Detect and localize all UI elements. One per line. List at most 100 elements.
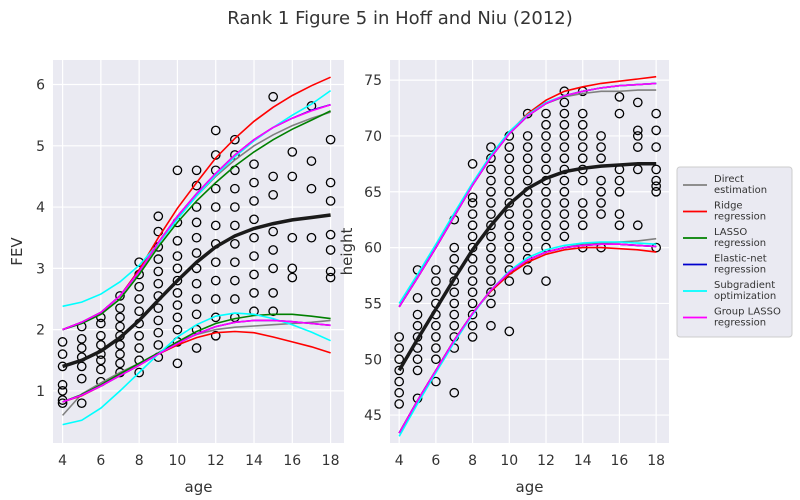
- data-point: [541, 164, 551, 175]
- data-point: [467, 192, 478, 203]
- data-point: [651, 186, 662, 197]
- data-point: [268, 171, 279, 182]
- data-point: [325, 134, 336, 145]
- data-point: [504, 242, 515, 253]
- data-point: [325, 196, 336, 206]
- x-tick-label: 10: [500, 453, 518, 469]
- data-point: [467, 220, 478, 231]
- data-point: [153, 278, 164, 289]
- data-point: [596, 198, 606, 208]
- data-point: [287, 263, 298, 274]
- x-axis-label: age: [516, 478, 544, 496]
- legend-label: Direct: [714, 174, 744, 185]
- legend-label: regression: [714, 212, 766, 223]
- data-point: [486, 320, 496, 331]
- data-point: [651, 142, 662, 152]
- data-point: [287, 272, 298, 283]
- data-point: [153, 266, 164, 277]
- data-point: [210, 183, 221, 194]
- data-point: [172, 235, 183, 246]
- data-point: [230, 134, 240, 145]
- data-point: [559, 131, 570, 141]
- data-point: [577, 175, 588, 186]
- data-point: [486, 175, 496, 186]
- data-point: [191, 294, 202, 304]
- data-point: [541, 153, 551, 164]
- data-point: [191, 309, 202, 320]
- data-point: [577, 220, 588, 231]
- data-point: [134, 306, 145, 317]
- data-point: [431, 320, 441, 331]
- legend-label: Elastic-net: [714, 254, 767, 265]
- data-point: [249, 214, 259, 225]
- lasso-regression-upper-line: [62, 110, 331, 331]
- data-point: [268, 245, 279, 255]
- y-tick-label: 70: [364, 129, 382, 145]
- legend-label: estimation: [714, 185, 767, 196]
- data-point: [541, 186, 551, 197]
- data-point: [172, 358, 183, 369]
- data-point: [57, 386, 68, 396]
- data-point: [467, 298, 478, 309]
- legend-label: Ridge: [714, 201, 743, 212]
- height-panel: 4 6 8 10 12 14 16 18 45 50 55 60 65 70 75 age height: [338, 60, 669, 496]
- data-point: [614, 220, 625, 231]
- y-tick-label: 5: [36, 139, 45, 155]
- data-point: [596, 153, 606, 164]
- data-point: [559, 186, 570, 197]
- x-tick-label: 4: [58, 453, 67, 469]
- data-point: [153, 303, 164, 314]
- data-point: [522, 153, 533, 164]
- data-point: [76, 343, 87, 353]
- x-tick-label: 4: [395, 453, 404, 469]
- data-point: [541, 142, 551, 152]
- group-lasso-regression-upper-line: [62, 103, 331, 331]
- data-point: [191, 202, 202, 212]
- y-tick-label: 75: [364, 73, 382, 89]
- data-point: [230, 183, 240, 194]
- legend-box: [676, 166, 793, 338]
- data-point: [230, 294, 240, 304]
- data-point: [76, 333, 87, 344]
- data-point: [210, 125, 221, 136]
- data-point: [522, 142, 533, 152]
- data-point: [467, 332, 478, 342]
- data-point: [191, 217, 202, 228]
- data-point: [172, 251, 183, 261]
- data-point: [394, 343, 405, 353]
- data-point: [191, 278, 202, 289]
- legend-label: LASSO: [714, 227, 747, 238]
- data-point: [486, 198, 496, 208]
- data-point: [467, 309, 478, 320]
- data-point: [325, 245, 336, 255]
- data-point: [541, 220, 551, 231]
- data-point: [486, 265, 496, 275]
- data-point: [449, 320, 460, 331]
- data-point: [467, 320, 478, 331]
- data-point: [559, 142, 570, 152]
- data-point: [559, 97, 570, 108]
- data-point: [559, 108, 570, 119]
- legend-label: Subgradient: [714, 280, 775, 291]
- data-point: [467, 231, 478, 242]
- legend: DirectestimationRidgeregressionLASSOregr…: [676, 166, 793, 338]
- data-point: [486, 253, 496, 264]
- data-point: [449, 387, 460, 398]
- data-point: [486, 164, 496, 175]
- data-point: [522, 209, 533, 219]
- data-point: [57, 379, 68, 390]
- data-point: [172, 263, 183, 274]
- data-point: [449, 298, 460, 309]
- data-point: [115, 340, 125, 350]
- data-point: [96, 318, 106, 329]
- data-point: [172, 275, 183, 286]
- x-tick-label: 6: [431, 453, 440, 469]
- data-point: [134, 294, 145, 304]
- data-point: [172, 324, 183, 335]
- data-point: [541, 119, 551, 130]
- data-point: [577, 142, 588, 152]
- data-point: [651, 125, 662, 136]
- data-point: [486, 186, 496, 197]
- data-point: [412, 292, 423, 303]
